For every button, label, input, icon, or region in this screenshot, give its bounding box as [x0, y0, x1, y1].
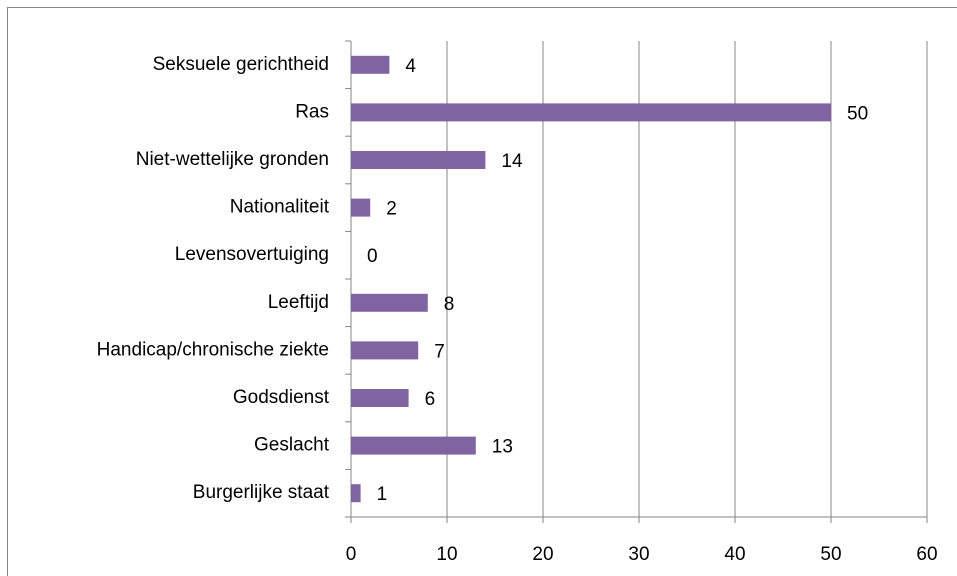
bar [351, 389, 409, 407]
data-label: 7 [434, 341, 445, 362]
y-tick-label: Leeftijd [268, 292, 329, 313]
bar [351, 293, 428, 312]
x-tick-label: 0 [346, 544, 357, 565]
y-tick-label: Nationaliteit [230, 197, 330, 218]
data-label: 4 [405, 56, 416, 77]
data-label: 8 [444, 294, 455, 315]
data-label: 14 [501, 151, 523, 172]
data-label: 50 [847, 103, 868, 124]
y-tick-label: Ras [295, 101, 329, 122]
x-tick-label: 30 [628, 544, 649, 565]
y-tick-label: Handicap/chronische ziekte [97, 339, 329, 360]
bar [351, 436, 476, 455]
y-tick-label: Levensovertuiging [175, 244, 329, 265]
data-label: 13 [492, 437, 513, 458]
chart-border [7, 7, 957, 576]
y-tick-label: Godsdienst [233, 387, 330, 408]
data-label: 6 [425, 389, 436, 410]
x-tick-label: 40 [724, 544, 745, 565]
data-label: 2 [386, 199, 397, 220]
bar [351, 198, 371, 217]
data-label: 0 [367, 246, 378, 267]
y-tick-label: Burgerlijke staat [193, 482, 330, 503]
bar [351, 55, 390, 74]
x-tick-label: 60 [916, 544, 937, 565]
y-tick-label: Niet-wettelijke gronden [136, 149, 329, 170]
bar [351, 103, 831, 122]
bar [351, 484, 361, 503]
x-tick-label: 50 [820, 544, 841, 565]
data-label: 1 [377, 484, 388, 505]
x-tick-label: 20 [532, 544, 553, 565]
x-tick-label: 10 [436, 544, 457, 565]
y-tick-label: Seksuele gerichtheid [153, 54, 329, 75]
y-tick-label: Geslacht [254, 435, 330, 456]
bar [351, 151, 486, 169]
bar [351, 341, 419, 360]
